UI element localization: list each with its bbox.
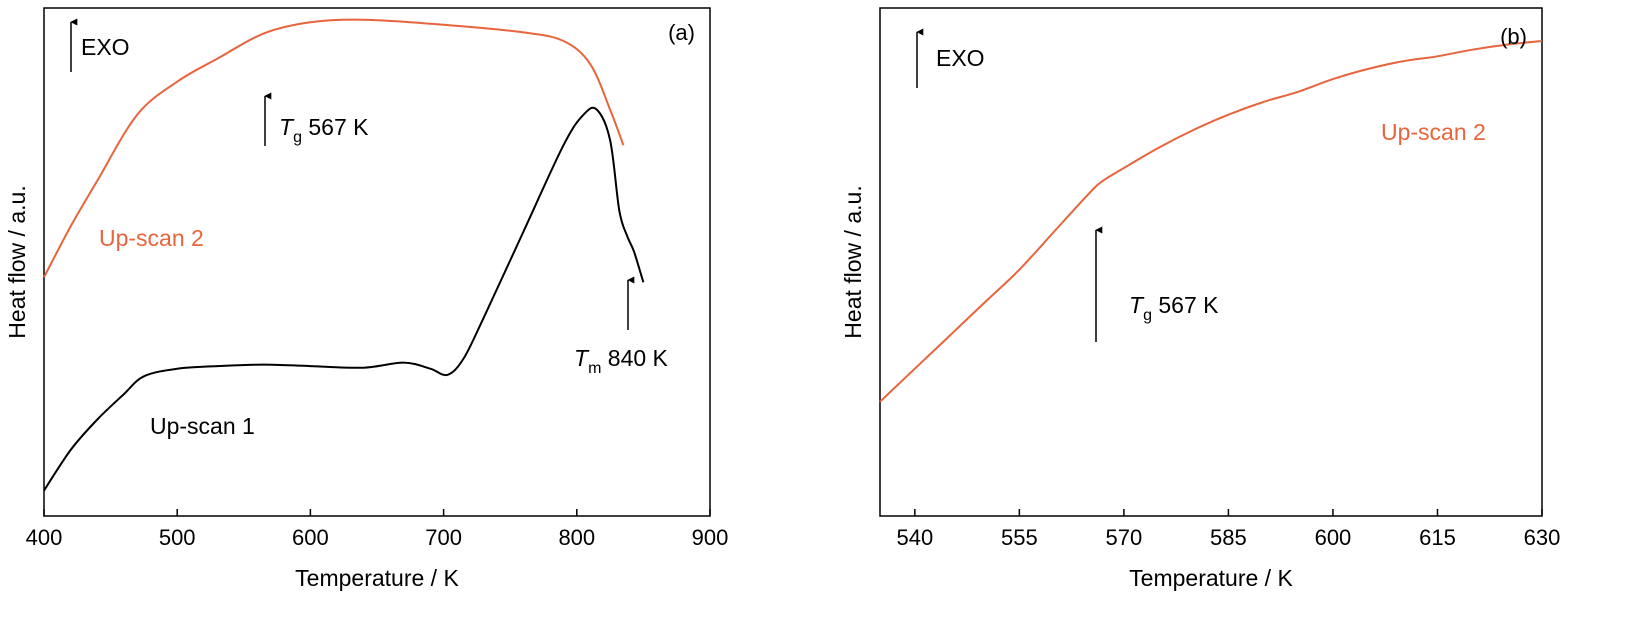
panel-b-series-up-scan-2-label: Up-scan 2: [1381, 119, 1486, 145]
panel-a-tm-annotation: Tm 840 K: [574, 345, 669, 377]
panel-a-series-up-scan-1-label: Up-scan 1: [150, 413, 255, 439]
panel-b: 540 555 570 585 600 615 630 (b) EXO Tg 567 K U…: [840, 7, 1560, 591]
panel-a-x-tick-label-500: 500: [159, 525, 196, 550]
panel-b-tg-annotation: Tg 567 K: [1129, 292, 1219, 324]
panel-a-x-tick-label-700: 700: [425, 525, 462, 550]
panel-b-series-up-scan-2-line: [879, 40, 1543, 403]
panel-b-x-ticks: [914, 509, 1543, 516]
panel-b-label: (b): [1500, 24, 1527, 49]
panel-a-x-tick-label-800: 800: [558, 525, 595, 550]
panel-a-x-tick-label-600: 600: [292, 525, 329, 550]
panel-a-series-up-scan-2-line: [43, 18, 625, 278]
panel-a-y-axis-label: Heat flow / a.u.: [4, 185, 30, 338]
panel-a-x-tick-label-400: 400: [26, 525, 63, 550]
panel-b-x-tick-label-585: 585: [1210, 525, 1247, 550]
panel-b-x-axis-label: Temperature / K: [1129, 565, 1293, 591]
panel-b-x-tick-label-570: 570: [1106, 525, 1143, 550]
panel-b-y-axis-label: Heat flow / a.u.: [840, 185, 866, 338]
panel-a-x-axis-label: Temperature / K: [295, 565, 459, 591]
panel-a-series-up-scan-2-label: Up-scan 2: [99, 225, 204, 251]
panel-b-x-tick-label-615: 615: [1419, 525, 1456, 550]
panel-b-x-tick-label-540: 540: [896, 525, 933, 550]
panel-b-x-tick-labels: 540 555 570 585 600 615 630: [896, 525, 1560, 550]
panel-a-tg-annotation: Tg 567 K: [279, 114, 369, 146]
panel-a-label: (a): [668, 20, 695, 45]
panel-a-series-up-scan-1-line: [43, 106, 645, 492]
panel-b-x-tick-label-600: 600: [1315, 525, 1352, 550]
panel-b-exo-label: EXO: [936, 45, 985, 71]
panel-b-plot-frame: [879, 7, 1543, 517]
panel-a-x-tick-labels: 400 500 600 700 800 900: [26, 525, 729, 550]
panel-a-plot-frame: [43, 7, 711, 517]
panel-b-x-tick-label-555: 555: [1001, 525, 1038, 550]
panel-a-x-ticks: [43, 509, 711, 516]
panel-b-x-tick-label-630: 630: [1524, 525, 1561, 550]
panel-a-x-tick-label-900: 900: [692, 525, 729, 550]
panel-a: 400 500 600 700 800 900 (a) EXO Tg 567 K Tm 8…: [4, 7, 729, 591]
panel-a-exo-label: EXO: [81, 34, 130, 60]
